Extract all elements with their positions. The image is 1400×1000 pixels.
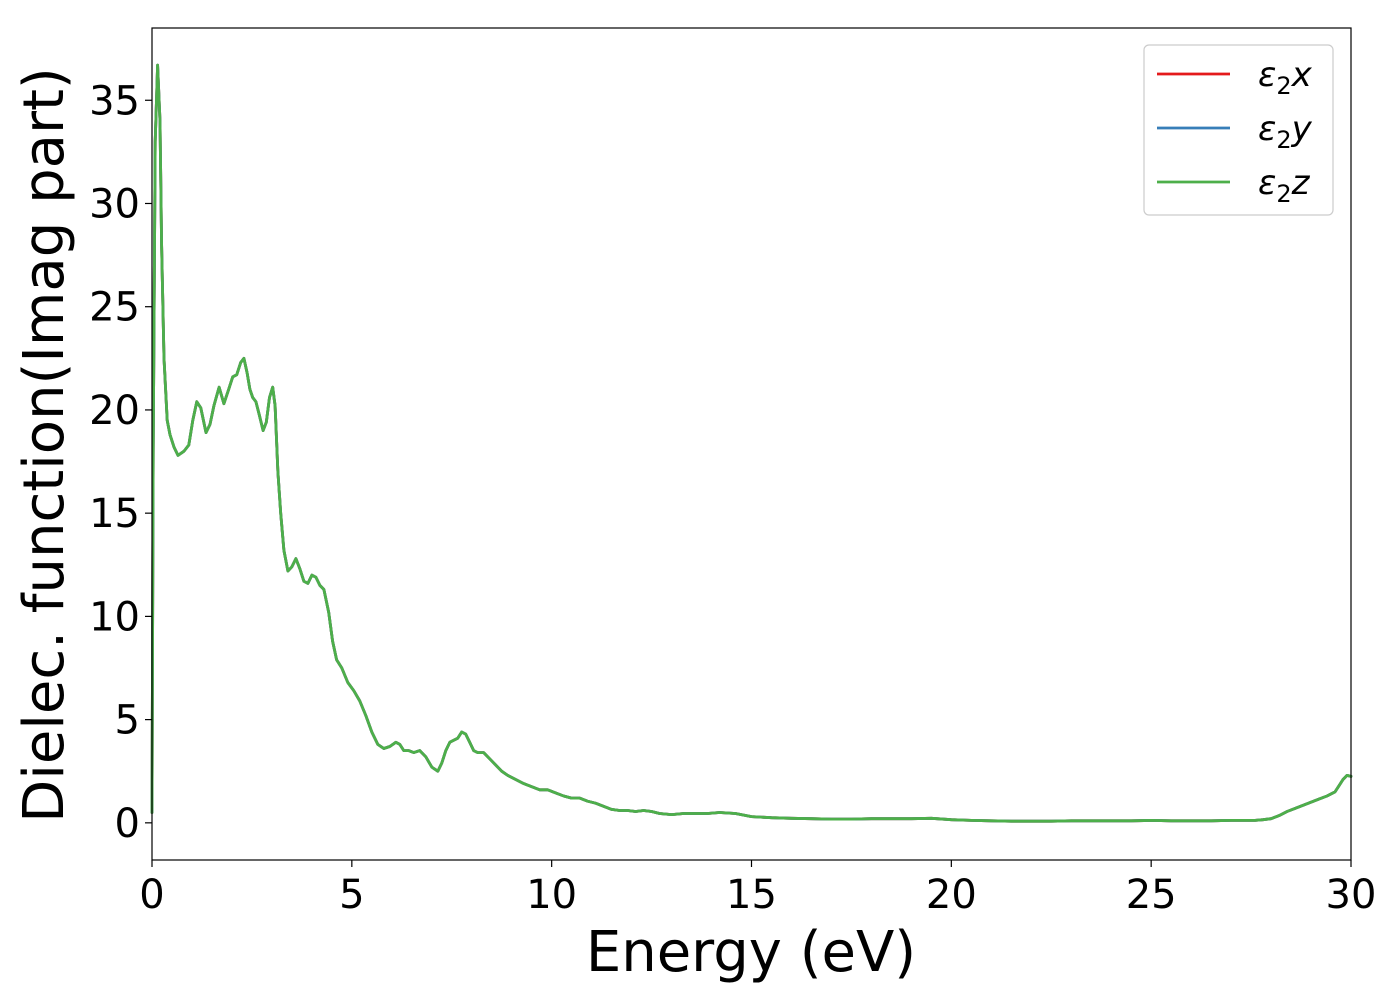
series-layer: [150, 63, 1353, 823]
x-tick-label: 0: [139, 872, 164, 918]
series-line-3: [150, 63, 1353, 823]
y-tick-label: 5: [115, 698, 140, 744]
x-tick-label: 5: [339, 872, 364, 918]
legend-box: [1143, 44, 1334, 216]
x-tick-label: 10: [526, 872, 577, 918]
legend-entries: ε2x ε2y ε2z: [1157, 55, 1313, 208]
x-axis-title: Energy (eV): [586, 920, 916, 985]
x-tick-label: 15: [726, 872, 777, 918]
y-axis-title: Dielec. function(Imag part): [12, 67, 77, 823]
legend-label-3: ε2z: [1258, 163, 1311, 208]
x-axis: 0 5 10 15 20 25 30: [139, 860, 1376, 918]
y-axis: 0 5 10 15 20 25 30 35: [89, 78, 152, 847]
y-tick-label: 25: [89, 285, 140, 331]
x-tick-label: 30: [1326, 872, 1377, 918]
x-tick-label: 20: [926, 872, 977, 918]
y-tick-label: 15: [89, 491, 140, 537]
legend: ε2x ε2y ε2z: [1143, 44, 1334, 216]
y-tick-label: 10: [89, 594, 140, 640]
x-tick-label: 25: [1126, 872, 1177, 918]
y-tick-label: 20: [89, 388, 140, 434]
legend-label-1: ε2x: [1258, 55, 1313, 100]
y-tick-label: 35: [89, 78, 140, 124]
y-tick-label: 0: [115, 801, 140, 847]
y-tick-label: 30: [89, 181, 140, 227]
legend-label-2: ε2y: [1258, 109, 1313, 154]
